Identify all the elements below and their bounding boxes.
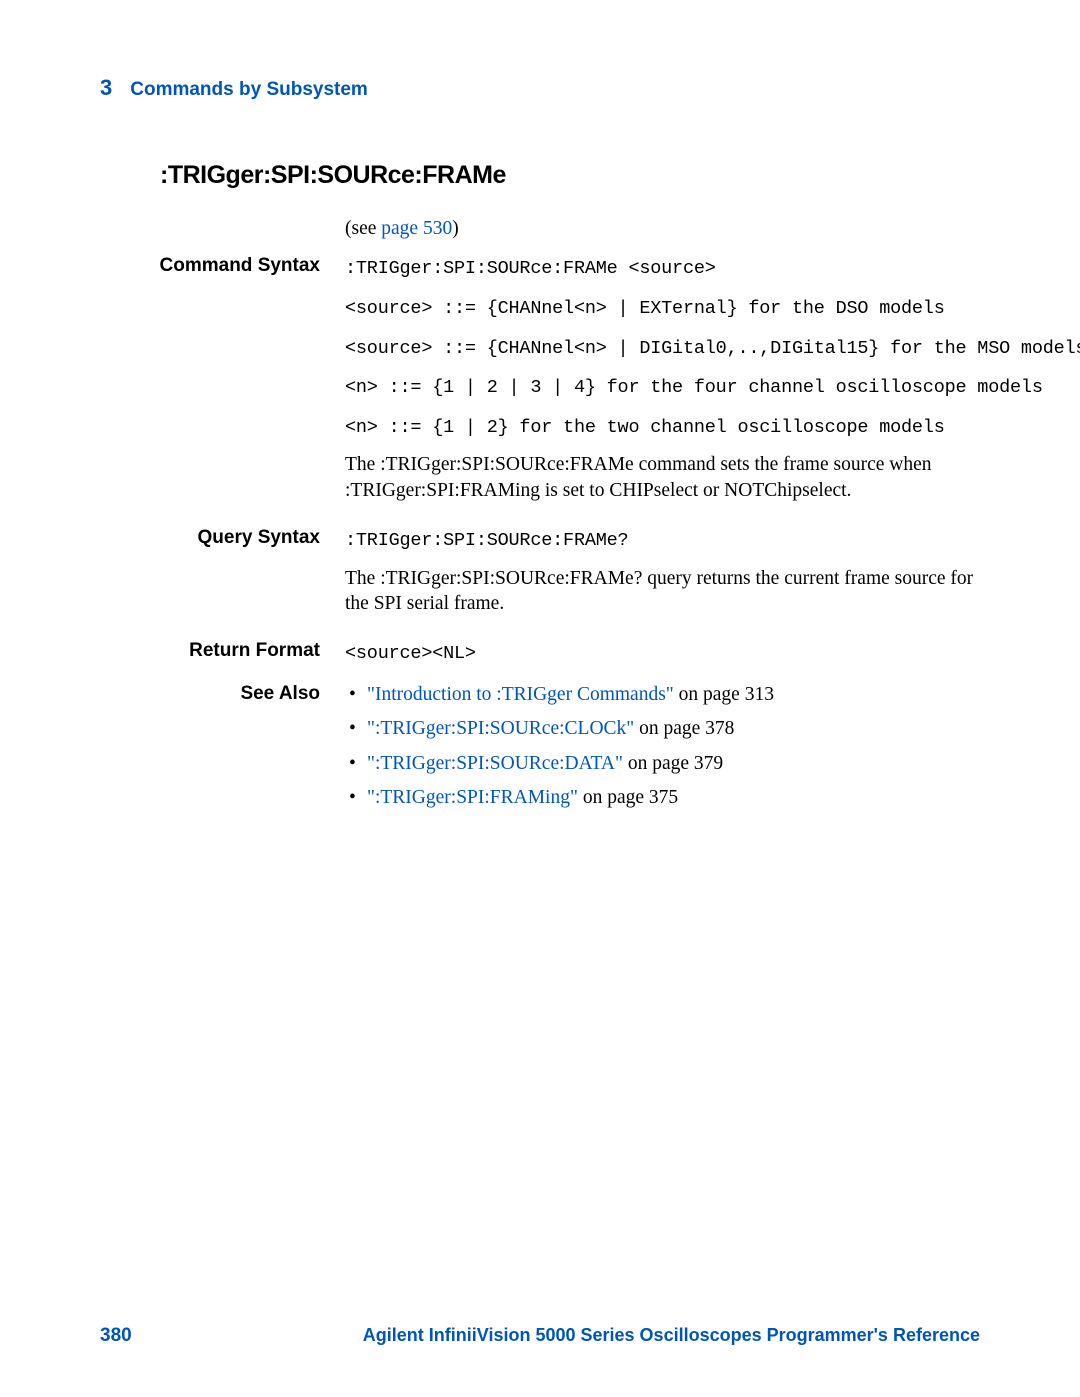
- chapter-number: 3: [100, 75, 112, 101]
- chapter-title: Commands by Subsystem: [130, 79, 368, 101]
- see-also-suffix-2: on page 379: [623, 753, 723, 774]
- see-also-suffix-3: on page 375: [578, 787, 678, 808]
- chapter-header: 3 Commands by Subsystem: [100, 75, 980, 101]
- see-prefix: (see: [345, 218, 381, 239]
- see-page-link[interactable]: page 530: [381, 218, 452, 239]
- see-also-label: See Also: [100, 682, 345, 819]
- see-suffix: ): [452, 218, 459, 239]
- query-syntax-code: :TRIGger:SPI:SOURce:FRAMe?: [345, 526, 980, 556]
- see-also-item: ":TRIGger:SPI:SOURce:DATA" on page 379: [345, 751, 980, 777]
- see-also-list: "Introduction to :TRIGger Commands" on p…: [345, 682, 980, 811]
- query-syntax-desc: The :TRIGger:SPI:SOURce:FRAMe? query ret…: [345, 566, 980, 617]
- command-syntax-line-0: :TRIGger:SPI:SOURce:FRAMe <source>: [345, 254, 1080, 284]
- footer-title: Agilent InfiniiVision 5000 Series Oscill…: [363, 1325, 980, 1346]
- label-blank: [100, 215, 345, 241]
- see-also-item: "Introduction to :TRIGger Commands" on p…: [345, 682, 980, 708]
- command-syntax-label: Command Syntax: [100, 254, 345, 503]
- command-syntax-line-1: <source> ::= {CHANnel<n> | EXTernal} for…: [345, 294, 1080, 324]
- document-page: 3 Commands by Subsystem :TRIGger:SPI:SOU…: [0, 0, 1080, 1397]
- see-also-suffix-1: on page 378: [634, 718, 734, 739]
- see-also-link-2[interactable]: ":TRIGger:SPI:SOURce:DATA": [367, 753, 623, 774]
- page-number: 380: [100, 1325, 132, 1347]
- content-body: (see page 530) Command Syntax :TRIGger:S…: [100, 215, 980, 819]
- see-also-item: ":TRIGger:SPI:SOURce:CLOCk" on page 378: [345, 716, 980, 742]
- command-syntax-line-3: <n> ::= {1 | 2 | 3 | 4} for the four cha…: [345, 373, 1080, 403]
- see-also-suffix-0: on page 313: [674, 684, 774, 705]
- query-syntax-label: Query Syntax: [100, 526, 345, 616]
- section-heading: :TRIGger:SPI:SOURce:FRAMe: [160, 161, 980, 190]
- command-syntax-desc: The :TRIGger:SPI:SOURce:FRAMe command se…: [345, 452, 1080, 503]
- page-footer: 380 Agilent InfiniiVision 5000 Series Os…: [100, 1325, 980, 1347]
- see-also-link-0[interactable]: "Introduction to :TRIGger Commands": [367, 684, 674, 705]
- see-also-link-1[interactable]: ":TRIGger:SPI:SOURce:CLOCk": [367, 718, 634, 739]
- command-syntax-line-2: <source> ::= {CHANnel<n> | DIGital0,..,D…: [345, 334, 1080, 364]
- return-format-label: Return Format: [100, 639, 345, 669]
- return-format-code: <source><NL>: [345, 639, 980, 669]
- command-syntax-line-4: <n> ::= {1 | 2} for the two channel osci…: [345, 413, 1080, 443]
- see-also-item: ":TRIGger:SPI:FRAMing" on page 375: [345, 785, 980, 811]
- see-also-link-3[interactable]: ":TRIGger:SPI:FRAMing": [367, 787, 578, 808]
